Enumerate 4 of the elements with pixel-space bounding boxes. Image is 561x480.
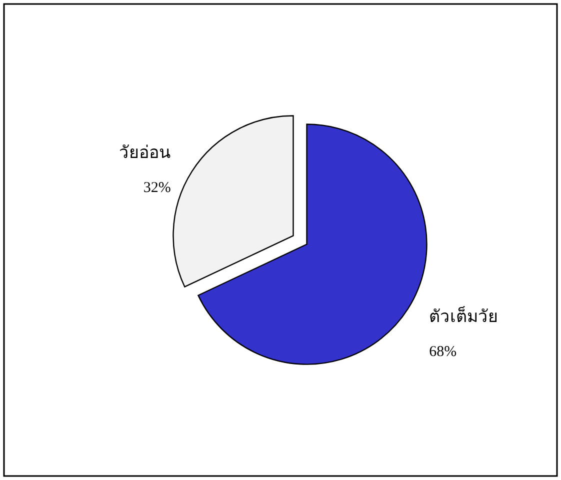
data-label: 68% [429, 344, 457, 360]
slice-label: วัยอ่อน [118, 143, 171, 162]
slice-label: ตัวเต็มวัย [429, 304, 498, 326]
data-label: 32% [143, 180, 171, 196]
